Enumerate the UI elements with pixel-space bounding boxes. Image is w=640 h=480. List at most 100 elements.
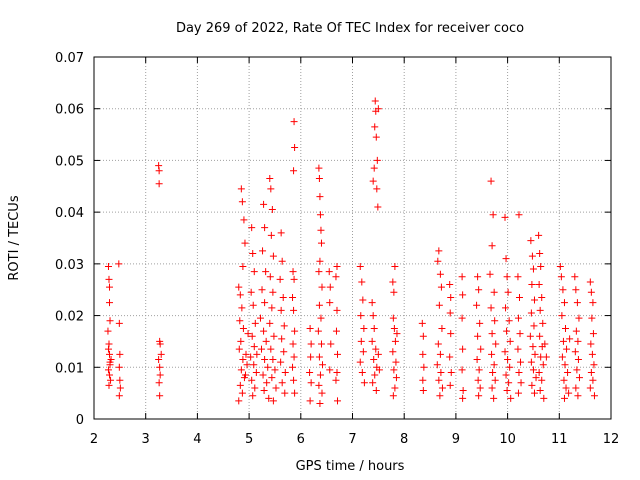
data-point bbox=[116, 384, 124, 392]
data-point bbox=[535, 368, 543, 376]
data-point bbox=[542, 353, 550, 361]
data-point bbox=[371, 371, 379, 379]
data-point bbox=[571, 273, 579, 281]
data-point bbox=[316, 371, 324, 379]
data-point bbox=[289, 268, 297, 276]
data-point bbox=[289, 293, 297, 301]
data-point bbox=[241, 239, 249, 247]
data-point bbox=[115, 392, 123, 400]
data-point bbox=[269, 397, 277, 405]
data-point bbox=[372, 133, 380, 141]
data-point bbox=[590, 392, 598, 400]
data-point bbox=[447, 368, 455, 376]
data-point bbox=[359, 348, 367, 356]
data-point bbox=[374, 203, 382, 211]
data-point bbox=[289, 340, 297, 348]
data-point bbox=[251, 319, 259, 327]
data-point bbox=[268, 206, 276, 214]
data-point bbox=[244, 330, 252, 338]
data-point bbox=[241, 371, 249, 379]
data-point bbox=[538, 376, 546, 384]
data-point bbox=[391, 337, 399, 345]
data-point bbox=[515, 368, 523, 376]
data-point bbox=[373, 156, 381, 164]
data-point bbox=[269, 252, 277, 260]
data-point bbox=[589, 330, 597, 338]
data-point bbox=[105, 381, 113, 389]
data-point bbox=[290, 306, 298, 314]
data-point bbox=[559, 337, 567, 345]
data-point bbox=[235, 397, 243, 405]
data-point bbox=[575, 314, 583, 322]
data-point bbox=[572, 286, 580, 294]
data-point bbox=[535, 281, 543, 289]
data-point bbox=[561, 361, 569, 369]
data-point bbox=[290, 376, 298, 384]
data-point bbox=[369, 312, 377, 320]
data-point bbox=[270, 332, 278, 340]
data-point bbox=[514, 314, 522, 322]
data-point bbox=[263, 379, 271, 387]
data-point bbox=[531, 350, 539, 358]
data-point bbox=[104, 327, 112, 335]
data-point bbox=[436, 270, 444, 278]
data-point bbox=[390, 325, 398, 332]
data-point bbox=[459, 387, 467, 395]
data-point bbox=[360, 379, 368, 387]
data-point bbox=[319, 361, 327, 369]
x-axis-label: GPS time / hours bbox=[296, 459, 405, 474]
x-tick-label: 2 bbox=[90, 432, 98, 447]
data-point bbox=[306, 368, 314, 376]
data-point bbox=[317, 239, 325, 247]
data-point bbox=[266, 175, 274, 183]
data-point bbox=[436, 392, 444, 400]
data-point bbox=[332, 273, 340, 281]
data-point bbox=[438, 384, 446, 392]
data-point bbox=[256, 314, 264, 322]
data-point bbox=[587, 340, 595, 348]
data-point bbox=[368, 337, 376, 345]
data-point bbox=[155, 379, 163, 387]
data-point bbox=[573, 299, 581, 307]
data-point bbox=[536, 332, 544, 340]
data-point bbox=[333, 368, 341, 376]
data-point bbox=[259, 371, 267, 379]
data-point bbox=[588, 314, 596, 322]
data-point bbox=[588, 350, 596, 358]
data-point bbox=[527, 237, 535, 245]
data-point bbox=[104, 366, 112, 374]
data-point bbox=[504, 356, 512, 364]
data-point bbox=[474, 273, 482, 281]
data-point bbox=[315, 164, 323, 172]
data-point bbox=[106, 361, 114, 369]
data-point bbox=[563, 345, 571, 353]
data-point bbox=[517, 379, 525, 387]
data-point bbox=[587, 288, 595, 296]
data-point bbox=[419, 387, 427, 395]
data-point bbox=[326, 283, 334, 291]
data-point bbox=[389, 278, 397, 286]
y-axis-label: ROTI / TECUs bbox=[7, 195, 22, 280]
data-point bbox=[278, 379, 286, 387]
data-point bbox=[237, 185, 245, 193]
data-point bbox=[527, 358, 535, 366]
data-point bbox=[532, 374, 540, 382]
data-point bbox=[459, 291, 467, 299]
data-point bbox=[259, 247, 267, 255]
data-point bbox=[473, 356, 481, 364]
data-point bbox=[258, 345, 266, 353]
data-point bbox=[539, 361, 547, 369]
data-point bbox=[589, 376, 597, 384]
data-point bbox=[252, 368, 260, 376]
data-point bbox=[488, 350, 496, 358]
data-point bbox=[278, 257, 286, 265]
y-axis: 0 0.01 0.02 0.03 0.04 0.05 0.06 0.07 bbox=[55, 51, 611, 428]
data-point bbox=[247, 288, 255, 296]
data-point bbox=[107, 376, 115, 384]
data-point bbox=[573, 366, 581, 374]
data-point bbox=[318, 389, 326, 397]
data-point bbox=[155, 356, 163, 364]
data-point bbox=[436, 350, 444, 358]
data-point bbox=[247, 353, 255, 361]
data-point bbox=[262, 268, 270, 276]
